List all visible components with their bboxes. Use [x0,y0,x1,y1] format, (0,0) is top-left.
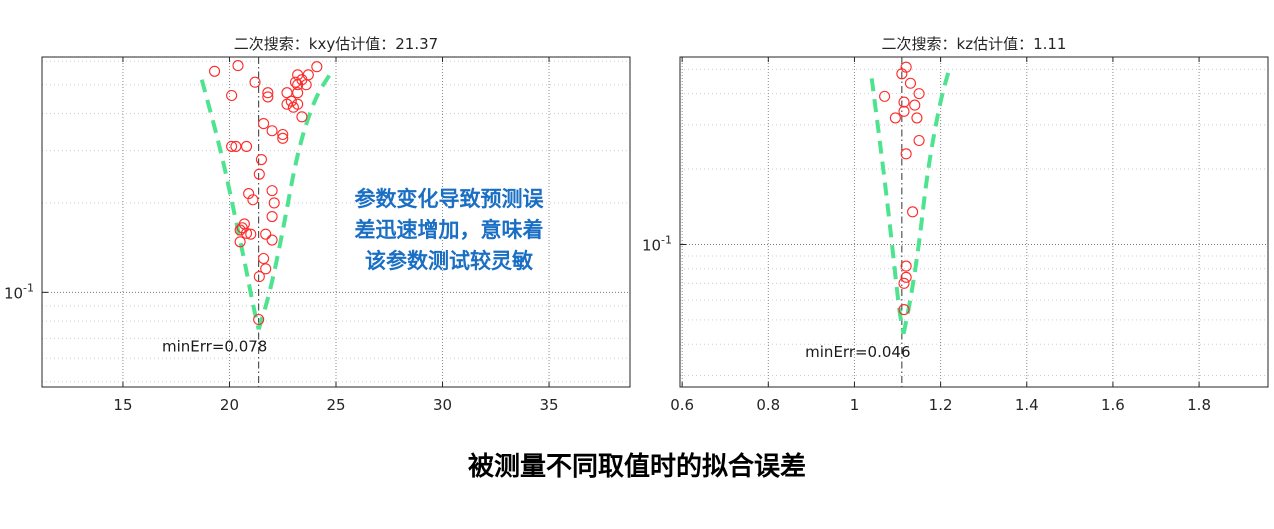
error-markers [879,61,925,316]
error-marker [262,87,274,99]
error-marker [253,168,265,180]
error-marker [266,125,278,137]
error-marker [904,77,917,89]
error-marker [260,228,272,240]
error-marker [898,277,910,289]
error-marker [245,228,257,240]
error-markers [209,60,323,326]
note-line-3: 该参数测试较灵敏 [365,249,533,273]
error-marker [255,153,267,166]
x-tick-label: 0.8 [756,396,780,414]
error-marker [898,105,910,117]
error-marker [266,210,278,223]
error-marker [296,111,308,123]
fit-curve-right [256,73,332,331]
error-marker [285,95,297,107]
error-marker [266,234,278,246]
axes-box [679,56,1269,388]
error-marker [900,148,912,160]
note-line-1: 参数变化导致预测误 [354,187,544,211]
error-marker [907,206,919,218]
error-marker [243,188,255,200]
error-marker [258,252,270,265]
error-marker [302,69,314,81]
error-marker [234,224,246,236]
error-marker [292,98,304,110]
error-marker [289,76,302,88]
min-error-label: minErr=0.046 [805,343,910,361]
plot-title: 二次搜索：kxy估计值：21.37 [234,35,438,53]
x-tick-label: 1.4 [1015,396,1039,414]
error-marker [268,197,280,209]
error-marker [913,88,925,100]
error-marker [240,140,253,152]
x-tick-label: 0.6 [670,396,694,414]
fit-curve-left [199,79,261,330]
x-tick-label: 25 [326,396,345,414]
error-marker [232,60,244,72]
x-tick-label: 30 [433,396,452,414]
error-marker [900,260,912,272]
note-line-2: 差迅速增加，意味着 [354,218,544,242]
min-error-label: minErr=0.078 [162,337,267,355]
x-tick-label: 1.6 [1101,396,1125,414]
fit-curve-left [869,78,906,335]
right-plot-kz: 0.6 0.8 1 1.2 1.4 1.6 1.8 10-1 二次搜索：kz估计值：1.11 mi… [642,35,1269,414]
error-marker [262,91,274,103]
error-marker [266,185,278,197]
sensitivity-note: 参数变化导致预测误 差迅速增加，意味着 该参数测试较灵敏 [313,184,585,277]
x-tick-label: 15 [113,396,132,414]
error-marker [234,236,246,248]
error-marker [277,128,289,141]
error-marker [909,99,921,111]
error-marker [311,61,323,73]
error-marker [260,263,272,275]
error-marker [913,134,925,147]
error-marker [249,76,261,88]
error-marker [292,87,304,99]
error-marker [247,194,259,206]
error-marker [258,118,270,130]
error-marker [898,304,910,316]
grid [680,57,1268,387]
error-marker [226,140,238,152]
grid [42,57,630,387]
x-tick-label: 1.8 [1187,396,1211,414]
error-marker [277,132,289,144]
error-marker [898,96,910,108]
error-marker [889,112,901,124]
error-marker [226,89,238,102]
error-marker [253,271,265,283]
plot-title: 二次搜索：kz估计值：1.11 [882,35,1067,53]
error-marker [911,112,923,124]
error-marker [896,68,908,80]
figure-caption: 被测量不同取值时的拟合误差 [467,452,806,482]
error-marker [209,65,221,77]
x-tick-label: 35 [539,396,558,414]
error-marker [253,313,265,326]
x-tick-label: 20 [220,396,239,414]
error-marker [900,271,912,283]
fit-curve-right [901,68,952,335]
error-marker [240,227,253,239]
plot-area [680,57,1268,387]
error-marker [230,140,242,152]
error-marker [292,69,304,81]
x-tick-label: 1 [850,396,860,414]
left-plot-kxy: 15 20 25 30 35 10-1 二次搜索：kxy估计值：21.37 minErr=0.… [4,35,631,414]
error-marker [879,90,891,102]
x-tick-label: 1.2 [929,396,953,414]
y-tick-label: 10-1 [642,233,672,254]
y-tick-label: 10-1 [4,281,34,302]
